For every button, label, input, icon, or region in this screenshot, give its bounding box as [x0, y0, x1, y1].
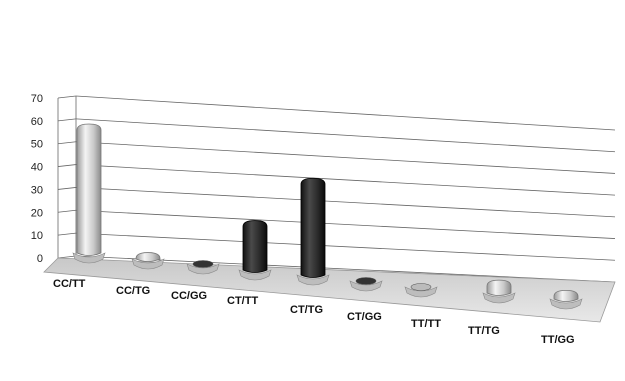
bar-base [482, 292, 516, 304]
bar-base [349, 280, 383, 292]
grid-lines [57, 95, 616, 283]
grid-line [75, 164, 616, 196]
y-tick-label: 70 [31, 93, 43, 105]
chart-floor [43, 257, 616, 323]
bar-body [300, 177, 326, 278]
x-category-label: TT/GG [541, 334, 575, 346]
bar-ct-tg [296, 177, 330, 286]
bar-body [553, 289, 579, 302]
bar-ct-gg [349, 277, 383, 292]
bar-base [549, 298, 583, 310]
bar-base [186, 263, 220, 275]
bar-body [410, 283, 432, 291]
bar-body [486, 279, 512, 296]
x-category-label: CC/TT [53, 278, 86, 290]
x-category-label: TT/TG [468, 325, 500, 337]
grid-line [75, 118, 616, 153]
grid-line-depth [57, 164, 77, 167]
x-category-label: CT/TT [227, 295, 258, 307]
bar-base [296, 274, 330, 286]
grid-line-depth [57, 255, 77, 259]
y-tick-label: 10 [31, 230, 43, 242]
floor-plane [43, 257, 616, 323]
bar-cc-gg [186, 260, 220, 275]
bar-cc-tg [131, 252, 165, 270]
bar-tt-tg [482, 279, 516, 304]
x-category-label: CC/TG [116, 285, 150, 297]
y-tick-label: 60 [31, 116, 43, 128]
grid-line [75, 141, 616, 174]
bars [72, 123, 583, 310]
bar-cc-tt [72, 123, 106, 264]
y-tick-label: 50 [31, 139, 43, 151]
y-tick-label: 20 [31, 207, 43, 219]
grid-line [75, 209, 616, 239]
y-axis-ticks: 0 10 20 30 40 50 60 70 [31, 93, 43, 265]
bar-base [404, 286, 438, 298]
grid-line [75, 255, 616, 283]
bar-base [72, 252, 106, 264]
grid-line-depth [57, 141, 77, 145]
grid-line-depth [57, 95, 77, 99]
bar-body [355, 277, 377, 285]
x-category-label: CT/TG [290, 304, 323, 316]
bar-body [135, 252, 161, 262]
grid-line [75, 95, 616, 131]
bar-tt-gg [549, 289, 583, 310]
x-axis-labels: CC/TT CC/TG CC/GG CT/TT CT/TG CT/GG TT/TT TT/TG… [53, 278, 575, 346]
y-tick-label: 30 [31, 184, 43, 196]
bar-base [131, 258, 165, 270]
y-tick-label: 40 [31, 162, 43, 174]
x-category-label: CT/GG [347, 311, 382, 323]
grid-line-depth [57, 187, 77, 190]
bar-ct-tt [238, 220, 272, 281]
bar-body [242, 220, 268, 273]
bar-body [76, 123, 102, 256]
bar-base [238, 269, 272, 281]
bar-tt-tt [404, 283, 438, 298]
grid-line-depth [57, 232, 77, 236]
grid-line-depth [57, 118, 77, 122]
grid-line [75, 187, 616, 218]
bar-body [192, 260, 214, 268]
grid-line-depth [57, 209, 77, 213]
x-category-label: CC/GG [171, 290, 207, 302]
grid-line [75, 232, 616, 261]
y-tick-label: 0 [37, 253, 43, 265]
x-category-label: TT/TT [411, 318, 441, 330]
